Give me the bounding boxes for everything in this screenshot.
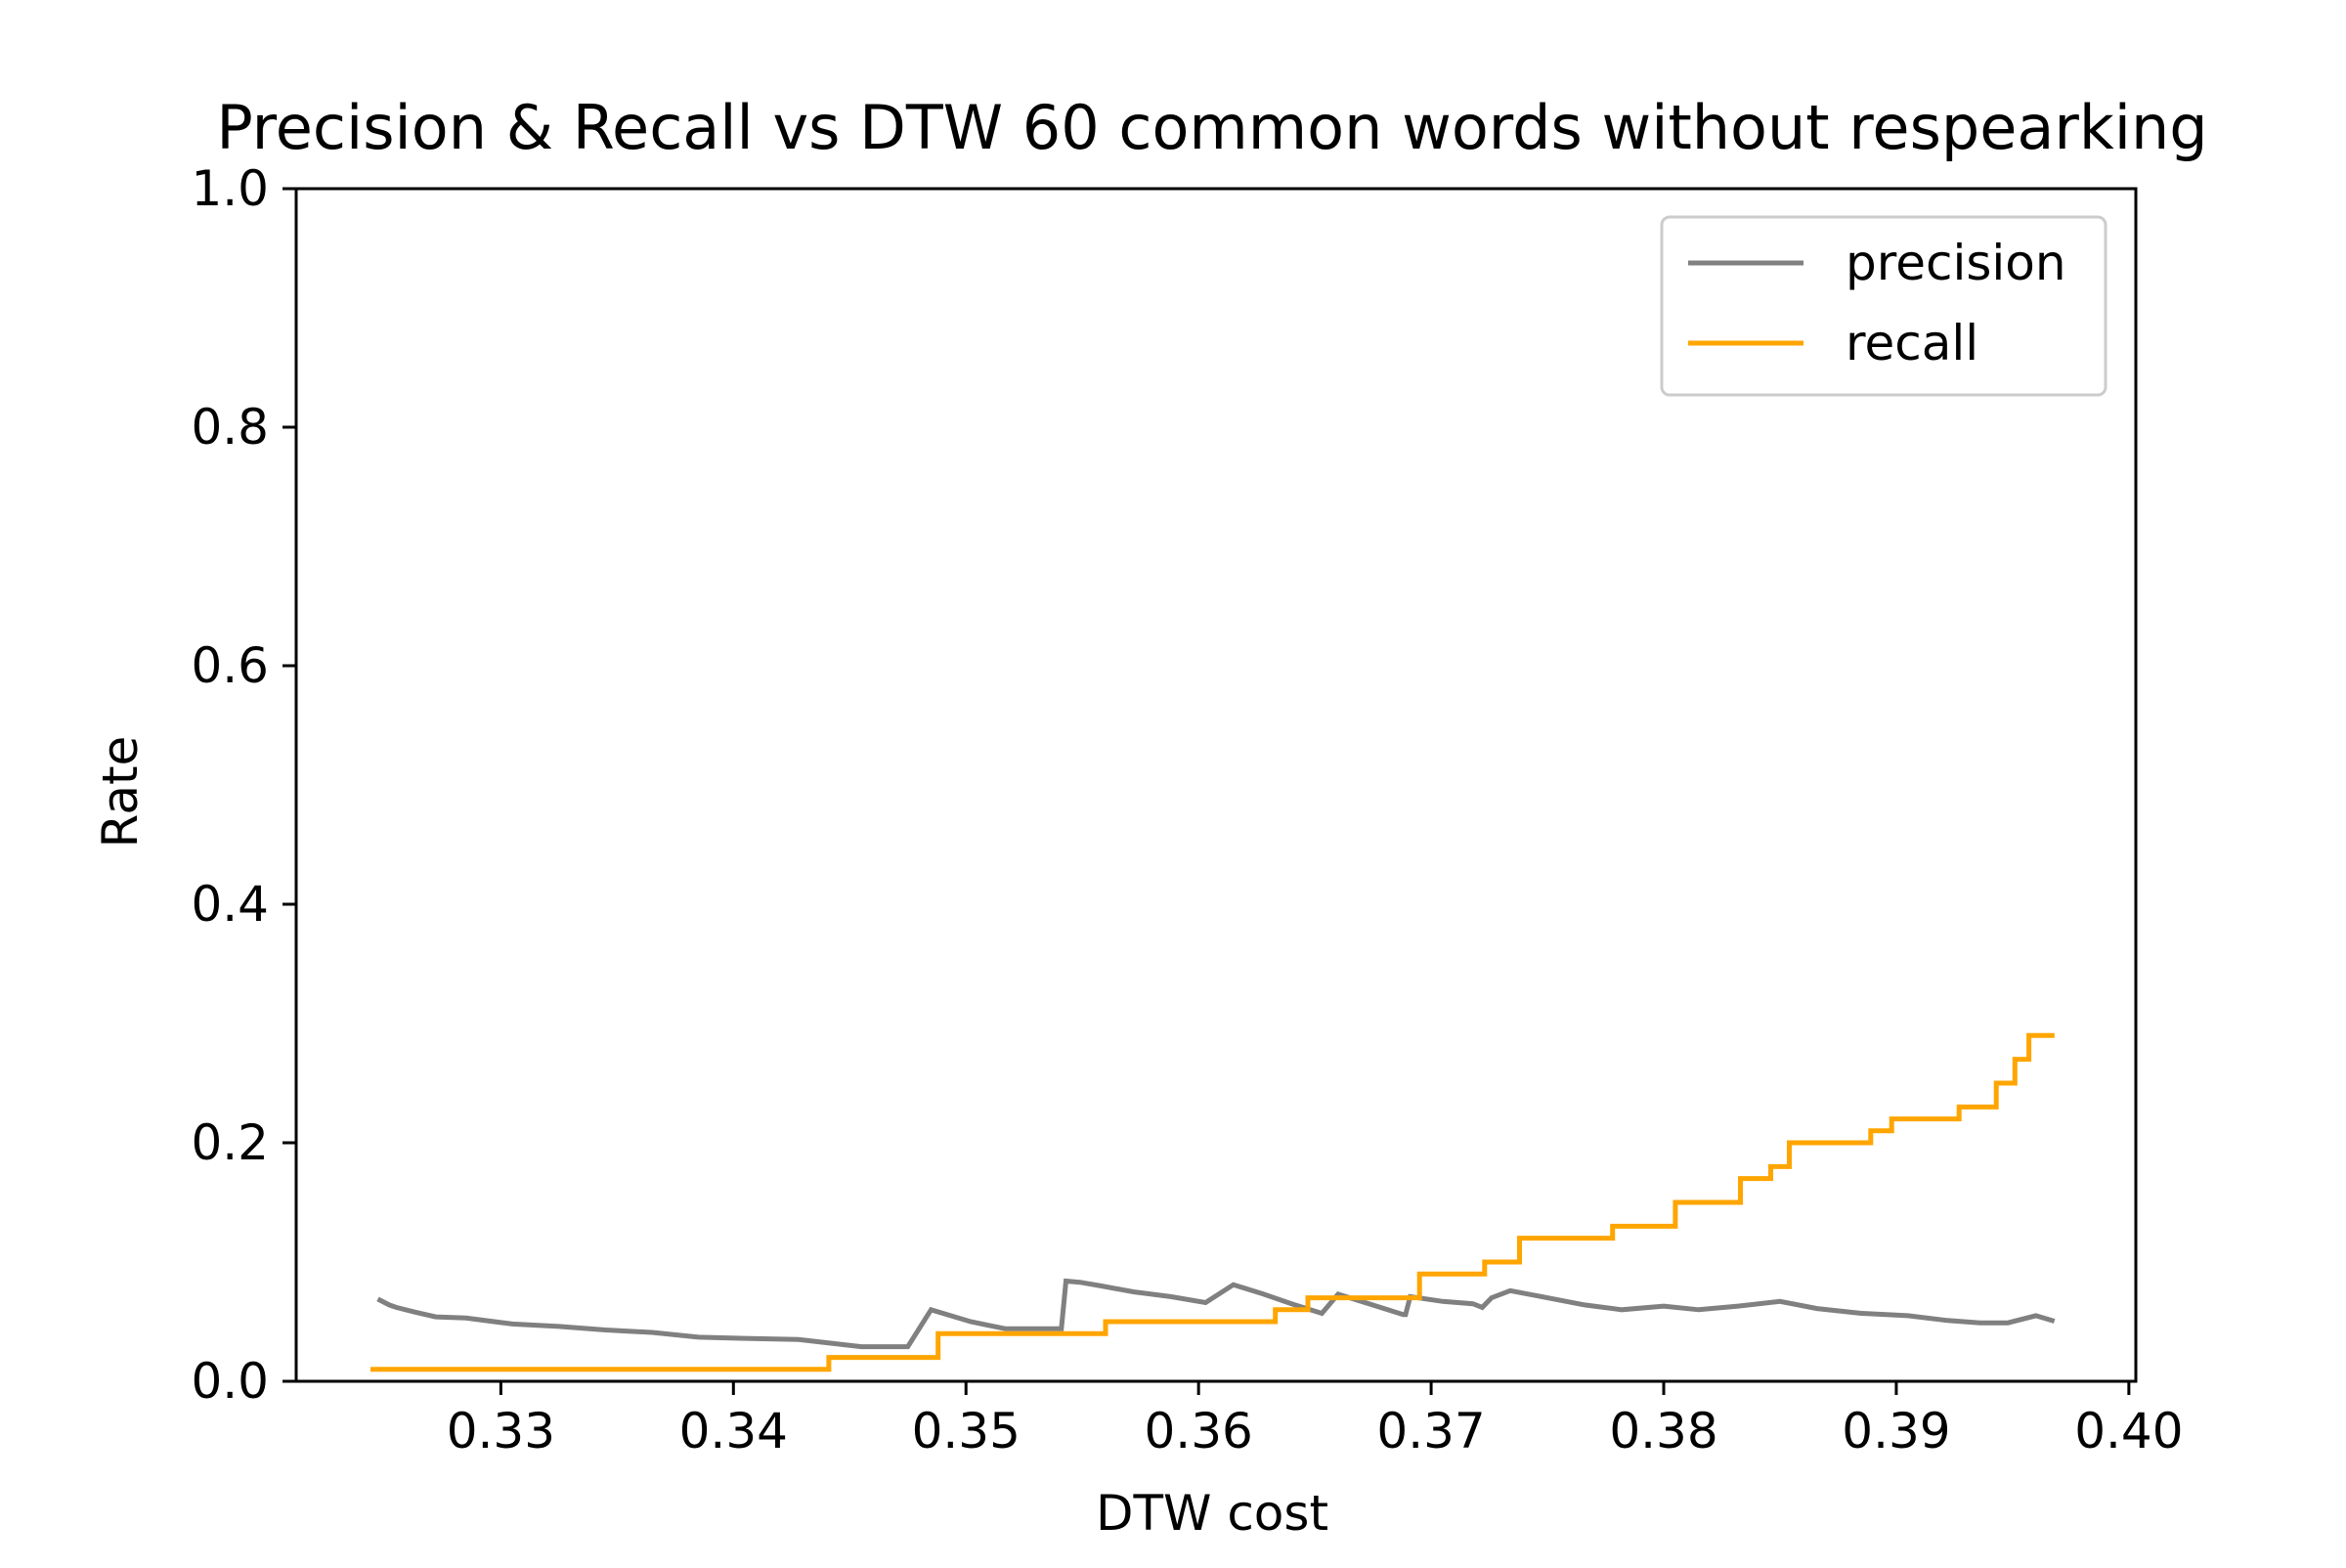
chart-title: Precision & Recall vs DTW 60 common word… bbox=[216, 92, 2207, 163]
y-axis-label: Rate bbox=[92, 736, 149, 849]
y-tick-label: 0.8 bbox=[191, 399, 269, 456]
x-tick-label: 0.36 bbox=[1144, 1403, 1252, 1459]
x-tick-label: 0.40 bbox=[2074, 1403, 2183, 1459]
series-line-recall bbox=[370, 1032, 2055, 1372]
axes-frame bbox=[294, 187, 2138, 1383]
x-tick-label: 0.39 bbox=[1842, 1403, 1950, 1459]
y-tick-label: 0.4 bbox=[191, 876, 269, 933]
y-tick-label: 0.6 bbox=[191, 637, 269, 694]
x-tick-label: 0.33 bbox=[447, 1403, 555, 1459]
x-tick-label: 0.37 bbox=[1376, 1403, 1485, 1459]
legend: precision recall bbox=[1660, 215, 2107, 397]
x-tick-label: 0.35 bbox=[912, 1403, 1021, 1459]
y-tick-label: 0.0 bbox=[191, 1353, 269, 1410]
axis-ticks: 0.33 0.34 0.35 0.36 0.37 0.38 0.39 0.40 0.0 0.2 0.… bbox=[191, 160, 2183, 1459]
legend-label-recall: recall bbox=[1846, 315, 1978, 371]
y-tick-label: 0.2 bbox=[191, 1114, 269, 1171]
x-tick-label: 0.34 bbox=[679, 1403, 788, 1459]
series-line-precision bbox=[376, 1278, 2056, 1350]
y-tick-label: 1.0 bbox=[191, 160, 269, 217]
x-axis-label: DTW cost bbox=[1096, 1485, 1328, 1542]
plot-area bbox=[294, 187, 2138, 1383]
x-tick-label: 0.38 bbox=[1609, 1403, 1717, 1459]
legend-label-precision: precision bbox=[1846, 235, 2066, 291]
